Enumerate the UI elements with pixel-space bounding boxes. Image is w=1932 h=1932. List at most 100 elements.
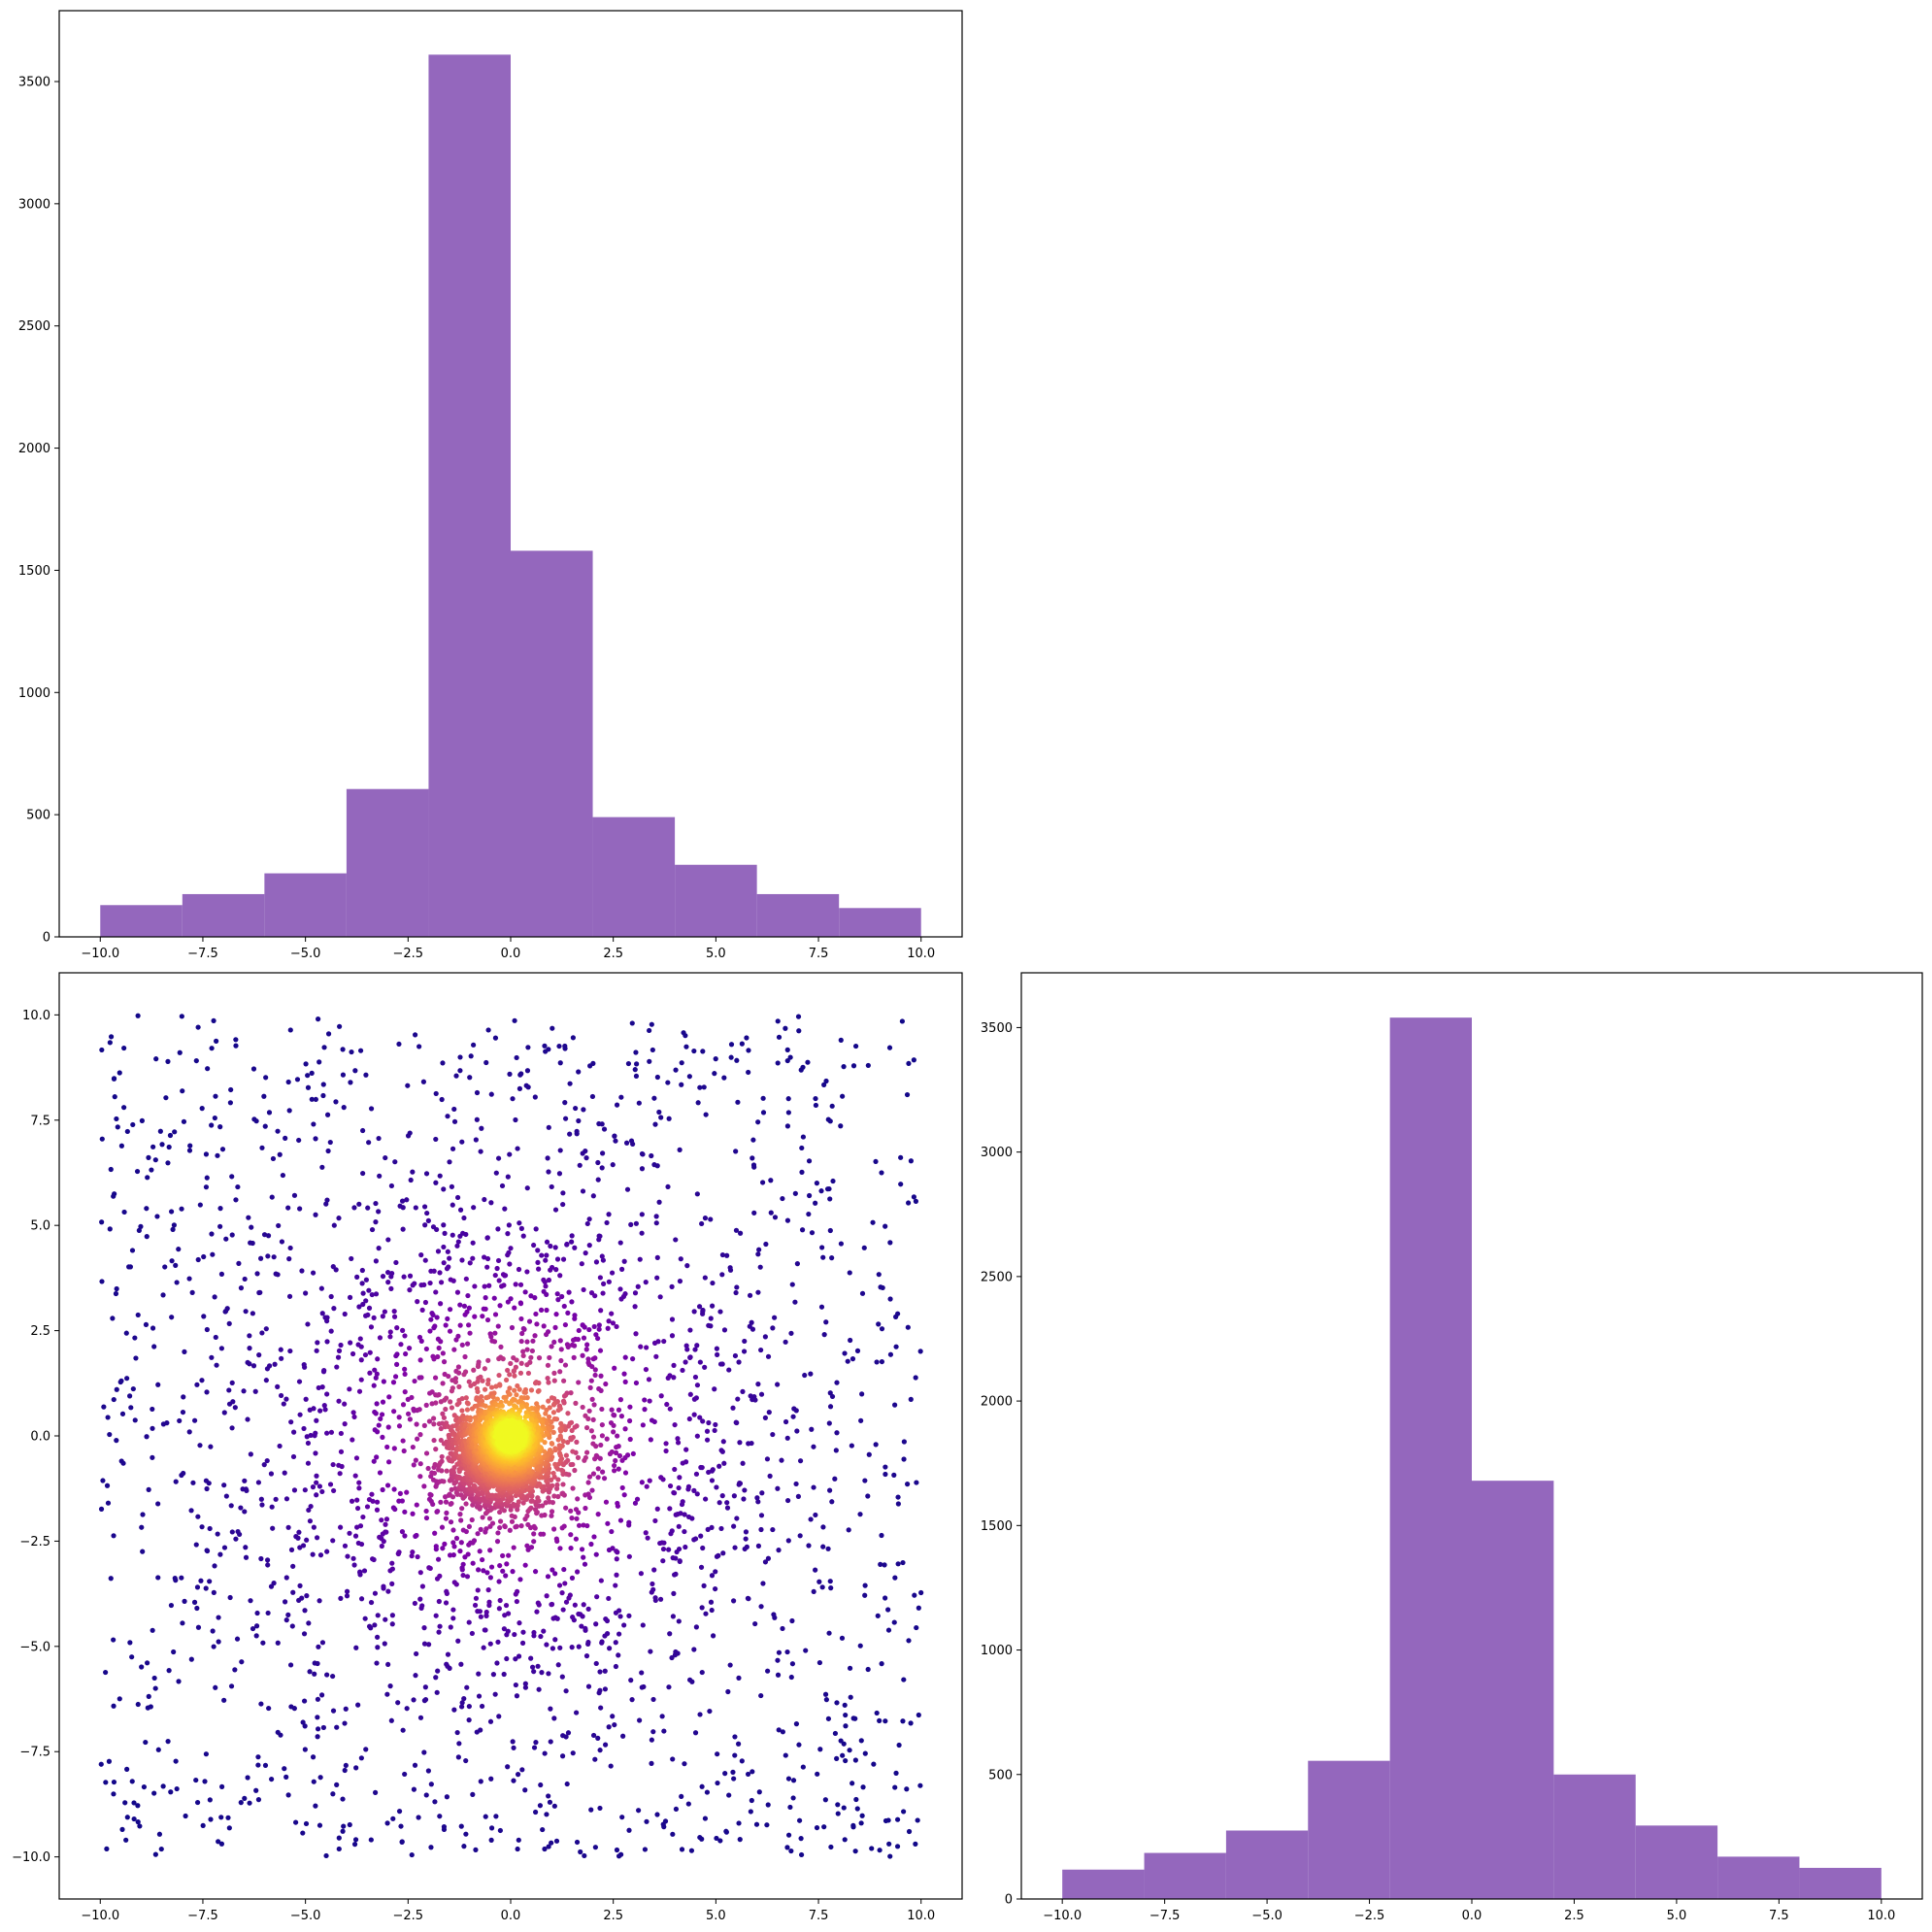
scatter-xy-point xyxy=(735,1741,742,1747)
scatter-xy-point xyxy=(463,1528,469,1535)
scatter-xy-point xyxy=(330,1791,336,1797)
scatter-xy-point xyxy=(671,1590,677,1596)
scatter-xy-point xyxy=(191,1599,198,1605)
scatter-xy-point xyxy=(590,1471,597,1477)
scatter-xy-point xyxy=(366,1305,373,1311)
scatter-xy-point xyxy=(400,1327,406,1333)
scatter-xy-point xyxy=(444,1266,450,1272)
scatter-xy-point xyxy=(464,1684,470,1690)
scatter-xy-point xyxy=(569,1342,576,1348)
scatter-xy-point xyxy=(847,1748,852,1753)
scatter-xy-point xyxy=(366,1287,372,1293)
scatter-xy-point xyxy=(441,1479,447,1484)
scatter-xy-point xyxy=(443,1516,450,1521)
scatter-xy-point xyxy=(475,1587,481,1593)
scatter-xy-point xyxy=(398,1823,404,1829)
scatter-xy-point xyxy=(599,1406,605,1413)
scatter-xy-point xyxy=(581,1522,586,1528)
scatter-xy-point xyxy=(150,1454,155,1460)
scatter-xy-point xyxy=(168,1209,175,1215)
scatter-xy-point xyxy=(451,1118,458,1124)
scatter-xy-point xyxy=(680,1367,685,1374)
scatter-xy-point xyxy=(433,1613,439,1618)
scatter-xy-point xyxy=(321,1403,327,1409)
scatter-xy-point xyxy=(107,1040,113,1046)
scatter-xy-point xyxy=(453,1337,459,1343)
scatter-xy-point xyxy=(113,1290,119,1297)
scatter-xy-point xyxy=(584,1522,590,1529)
scatter-xy-point xyxy=(643,1530,649,1536)
scatter-xy-point xyxy=(700,1049,706,1054)
scatter-xy-point xyxy=(614,1556,619,1562)
scatter-xy-point xyxy=(243,1554,250,1560)
scatter-xy-point xyxy=(389,1613,395,1618)
scatter-xy-point xyxy=(892,1784,898,1790)
scatter-xy-point xyxy=(899,1018,905,1024)
scatter-xy-point xyxy=(374,1371,380,1377)
scatter-xy-point xyxy=(316,1483,323,1489)
scatter-xy-point xyxy=(833,1448,839,1453)
scatter-xy-point xyxy=(742,1546,748,1552)
scatter-xy-point xyxy=(571,1354,577,1360)
scatter-xy-point xyxy=(481,1645,486,1650)
scatter-xy-point xyxy=(589,1093,596,1100)
scatter-xy-point xyxy=(876,1272,882,1278)
scatter-xy-point xyxy=(114,1386,119,1392)
scatter-xy-point xyxy=(545,1574,551,1580)
scatter-xy-point xyxy=(748,1809,753,1815)
scatter-xy-point xyxy=(404,1706,410,1712)
scatter-xy-point xyxy=(550,1646,556,1651)
scatter-xy-point xyxy=(193,1777,199,1783)
scatter-xy-point xyxy=(849,1356,856,1362)
hist-x-ytick-label: 1500 xyxy=(18,564,50,579)
scatter-xy-point xyxy=(486,1282,492,1288)
scatter-xy-point xyxy=(445,1114,450,1119)
scatter-xy-point xyxy=(492,1691,498,1697)
scatter-xy-point xyxy=(340,1796,346,1802)
scatter-xy-point xyxy=(310,1754,316,1760)
scatter-xy-point xyxy=(315,1660,320,1667)
scatter-xy-point xyxy=(543,1283,549,1289)
scatter-xy-point xyxy=(532,1380,539,1386)
scatter-xy-point xyxy=(263,1378,269,1383)
scatter-xy-point xyxy=(654,1254,660,1260)
scatter-xy-point xyxy=(368,1106,375,1112)
scatter-xy-point xyxy=(618,1414,625,1419)
scatter-xy-point xyxy=(755,1251,761,1257)
scatter-xy-point xyxy=(229,1174,235,1180)
scatter-xy-point xyxy=(671,1375,677,1381)
scatter-xy-point xyxy=(503,1602,510,1609)
scatter-xy-point xyxy=(387,1334,393,1340)
scatter-xy-point xyxy=(118,1143,124,1149)
scatter-xy-point xyxy=(254,1610,260,1616)
scatter-xy-point xyxy=(478,1727,483,1733)
scatter-xy-point xyxy=(883,1817,889,1824)
scatter-xy-point xyxy=(394,1325,400,1331)
scatter-xy-point xyxy=(753,1821,760,1827)
scatter-xy-point xyxy=(914,1480,919,1485)
scatter-xy-point xyxy=(694,1491,700,1497)
scatter-xy-point xyxy=(146,1154,151,1160)
scatter-xy-point xyxy=(651,1340,658,1346)
scatter-xy-point xyxy=(497,1597,503,1604)
scatter-xy-point xyxy=(675,1440,682,1446)
scatter-xy-point xyxy=(378,1416,383,1422)
scatter-xy-point xyxy=(713,1421,718,1428)
scatter-xy-point xyxy=(704,1437,711,1443)
scatter-xy-point xyxy=(457,1322,463,1328)
scatter-xy-point xyxy=(613,1449,619,1456)
scatter-xy-point xyxy=(619,1457,625,1463)
scatter-xy-point xyxy=(370,1498,376,1504)
scatter-xy-point xyxy=(548,1739,553,1745)
scatter-xy-point xyxy=(368,1599,375,1606)
scatter-xy-point xyxy=(550,1025,555,1031)
scatter-xy-point xyxy=(700,1545,706,1551)
scatter-xy-point xyxy=(459,1257,465,1263)
scatter-xy-point xyxy=(371,1556,377,1563)
scatter-xy-point xyxy=(409,1394,415,1401)
scatter-xy-point xyxy=(492,1035,499,1041)
scatter-xy-point xyxy=(103,1669,109,1676)
scatter-xy-point xyxy=(289,1623,295,1629)
scatter-xy-point xyxy=(606,1595,612,1602)
scatter-xy-point xyxy=(879,1661,884,1667)
